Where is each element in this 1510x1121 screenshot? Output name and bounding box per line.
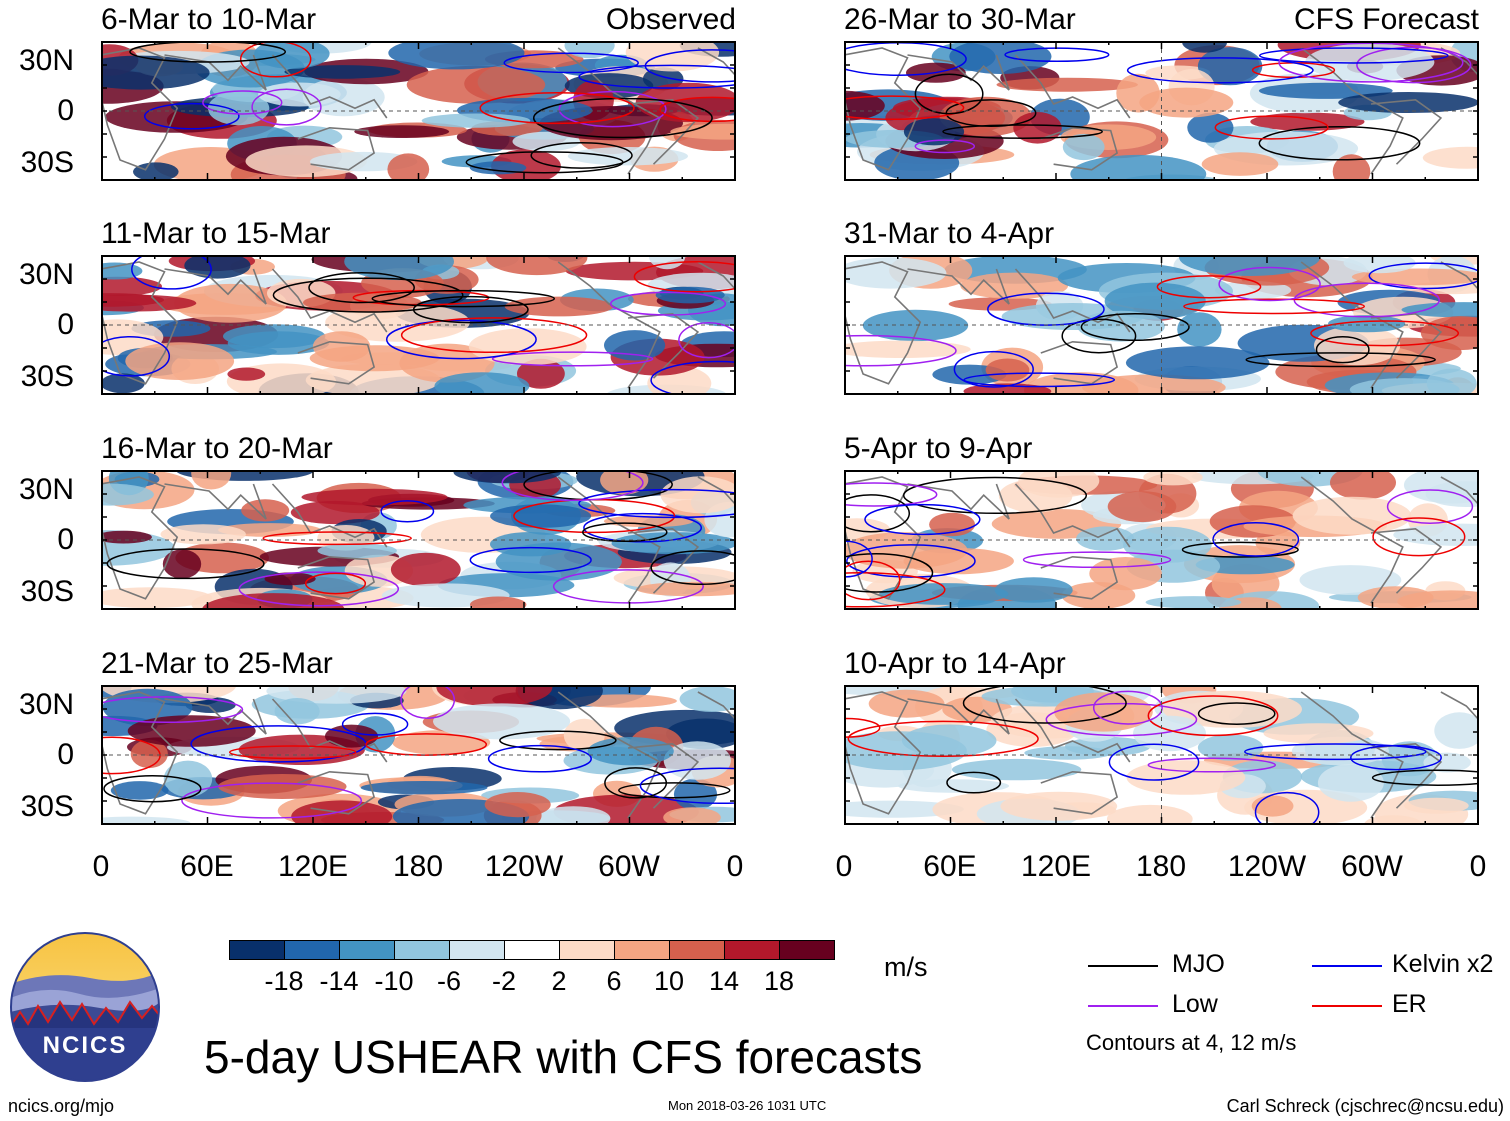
shear-map-fc4 xyxy=(844,685,1479,825)
colorbar-swatch xyxy=(229,940,285,960)
legend-label-kelvin: Kelvin x2 xyxy=(1392,950,1494,978)
legend-line-low xyxy=(1088,1005,1158,1007)
y-tick: 30S xyxy=(20,575,74,608)
colorbar-unit: m/s xyxy=(884,952,928,982)
colorbar-swatch xyxy=(779,940,835,960)
legend-label-er: ER xyxy=(1392,990,1427,1018)
map-panel-obs2 xyxy=(101,255,736,395)
y-tick: 30S xyxy=(20,360,74,393)
x-tick: 120E xyxy=(277,850,349,883)
x-tick: 0 xyxy=(1469,850,1487,883)
map-panel-fc4 xyxy=(844,685,1479,825)
map-panel-fc1 xyxy=(844,41,1479,181)
x-tick: 0 xyxy=(92,850,110,883)
x-tick: 180 xyxy=(392,850,444,883)
panel-title-obs2: 11-Mar to 15-Mar xyxy=(101,217,331,250)
colorbar-label: 10 xyxy=(653,966,685,996)
shear-map-obs4 xyxy=(101,685,736,825)
panel-title-fc2: 31-Mar to 4-Apr xyxy=(844,217,1055,250)
colorbar-swatch xyxy=(284,940,340,960)
colorbar-label: 18 xyxy=(763,966,795,996)
legend-line-kelvin xyxy=(1312,965,1382,967)
shear-map-obs2 xyxy=(101,255,736,395)
x-tick: 60E xyxy=(923,850,977,883)
panel-subtitle-fc1: CFS Forecast xyxy=(1293,3,1479,36)
colorbar-swatch xyxy=(394,940,450,960)
legend-label-mjo: MJO xyxy=(1172,950,1225,978)
colorbar-swatch xyxy=(449,940,505,960)
x-tick: 0 xyxy=(726,850,744,883)
panel-title-obs3: 16-Mar to 20-Mar xyxy=(101,432,333,465)
legend-line-mjo xyxy=(1088,965,1158,967)
x-tick: 120W xyxy=(1227,850,1307,883)
x-tick: 120W xyxy=(484,850,564,883)
logo-text: NCICS xyxy=(42,1032,128,1059)
footer-author: Carl Schreck (cjschrec@ncsu.edu) xyxy=(1226,1096,1504,1116)
figure-title: 5-day USHEAR with CFS forecasts xyxy=(204,1031,923,1083)
y-tick: 30N xyxy=(18,258,74,291)
colorbar-label: -10 xyxy=(374,966,414,996)
y-tick: 30S xyxy=(20,790,74,823)
colorbar-swatch xyxy=(559,940,615,960)
colorbar-label: 2 xyxy=(551,966,567,996)
colorbar-label: -14 xyxy=(319,966,359,996)
panel-title-fc3: 5-Apr to 9-Apr xyxy=(844,432,1033,465)
colorbar-swatch xyxy=(614,940,670,960)
y-tick: 0 xyxy=(57,308,74,341)
panel-title-fc4: 10-Apr to 14-Apr xyxy=(844,647,1066,680)
y-tick: 0 xyxy=(57,523,74,556)
y-tick: 30N xyxy=(18,44,74,77)
ncics-logo-graphic xyxy=(10,932,160,1082)
footer-url[interactable]: ncics.org/mjo xyxy=(8,1096,115,1116)
panel-subtitle-obs1: Observed xyxy=(605,3,736,36)
panel-title-obs4: 21-Mar to 25-Mar xyxy=(101,647,333,680)
x-tick: 60E xyxy=(180,850,234,883)
y-tick: 0 xyxy=(57,94,74,127)
colorbar-swatch xyxy=(724,940,780,960)
colorbar-label: -2 xyxy=(491,966,516,996)
footer-timestamp: Mon 2018-03-26 1031 UTC xyxy=(668,1098,827,1113)
colorbar-label: -6 xyxy=(436,966,461,996)
x-tick: 60W xyxy=(598,850,660,883)
panel-title-obs1: 6-Mar to 10-Mar xyxy=(101,3,317,36)
ncics-logo xyxy=(10,932,160,1082)
map-panel-obs4 xyxy=(101,685,736,825)
x-tick: 120E xyxy=(1020,850,1092,883)
colorbar-label: 14 xyxy=(708,966,740,996)
shear-map-fc1 xyxy=(844,41,1479,181)
x-tick: 60W xyxy=(1341,850,1403,883)
shear-map-fc2 xyxy=(844,255,1479,395)
map-panel-fc3 xyxy=(844,470,1479,610)
colorbar-label: 6 xyxy=(606,966,622,996)
y-tick: 0 xyxy=(57,738,74,771)
x-tick: 180 xyxy=(1135,850,1187,883)
legend-line-er xyxy=(1312,1005,1382,1007)
y-tick: 30S xyxy=(20,146,74,179)
shear-map-obs3 xyxy=(101,470,736,610)
colorbar-label: -18 xyxy=(264,966,304,996)
shear-map-fc3 xyxy=(844,470,1479,610)
map-panel-obs1 xyxy=(101,41,736,181)
shear-map-obs1 xyxy=(101,41,736,181)
map-panel-obs3 xyxy=(101,470,736,610)
panel-title-fc1: 26-Mar to 30-Mar xyxy=(844,3,1076,36)
x-tick: 0 xyxy=(835,850,853,883)
colorbar-swatch xyxy=(504,940,560,960)
contours-note: Contours at 4, 12 m/s xyxy=(1086,1030,1297,1055)
map-panel-fc2 xyxy=(844,255,1479,395)
y-tick: 30N xyxy=(18,473,74,506)
colorbar-swatch xyxy=(669,940,725,960)
legend-label-low: Low xyxy=(1172,990,1218,1018)
y-tick: 30N xyxy=(18,688,74,721)
colorbar-swatch xyxy=(339,940,395,960)
